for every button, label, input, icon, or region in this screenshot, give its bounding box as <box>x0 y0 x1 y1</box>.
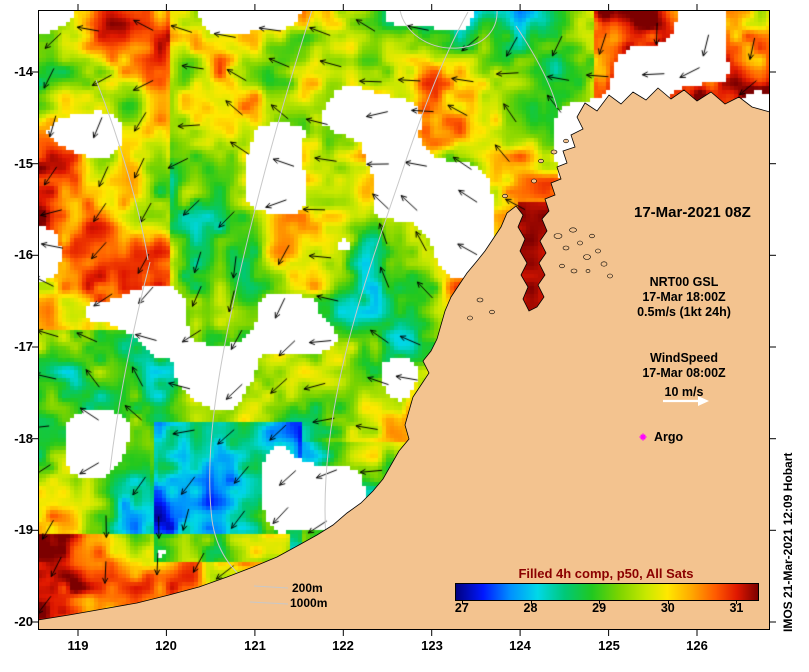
wind-legend: WindSpeed 17-Mar 08:00Z 10 m/s <box>610 351 758 400</box>
datetime-label: 17-Mar-2021 08Z <box>634 204 751 221</box>
wind-legend-title: WindSpeed <box>650 351 718 365</box>
y-axis-tick-label: -15 <box>14 156 33 171</box>
x-axis-tick-label: 125 <box>598 638 620 653</box>
colorbar-tick-mark <box>599 600 601 604</box>
y-axis-tick-label: -17 <box>14 339 33 354</box>
island <box>563 138 569 144</box>
gsl-legend-scale: 0.5m/s (1kt 24h) <box>637 305 731 319</box>
island <box>562 245 570 251</box>
y-axis-tick-label: -19 <box>14 522 33 537</box>
colorbar-tick-label: 31 <box>729 601 744 615</box>
coastal-islands <box>467 138 613 321</box>
colorbar-tick-label: 28 <box>523 601 538 615</box>
wind-reference-arrow <box>663 396 709 406</box>
island <box>589 233 595 239</box>
argo-marker-stroke <box>640 434 646 440</box>
depth-200m-label: 200m <box>292 581 323 595</box>
gsl-legend: NRT00 GSL 17-Mar 18:00Z 0.5m/s (1kt 24h) <box>610 275 758 320</box>
depth-200m-sample-line <box>253 585 289 589</box>
x-axis-tick-label: 120 <box>155 638 177 653</box>
colorbar-tick-mark <box>667 600 669 604</box>
island <box>600 261 608 267</box>
land-mass <box>38 87 770 630</box>
colorbar <box>455 583 759 601</box>
island <box>553 233 563 239</box>
colorbar-tick-mark <box>461 600 463 604</box>
colorbar-title: Filled 4h comp, p50, All Sats <box>518 566 694 581</box>
y-axis-tick-label: -16 <box>14 247 33 262</box>
gsl-legend-title: NRT00 GSL <box>649 275 719 289</box>
y-axis-tick-label: -20 <box>14 614 33 629</box>
argo-float-marker <box>639 433 647 441</box>
colorbar-tick-label: 29 <box>592 601 607 615</box>
argo-label: Argo <box>654 430 684 444</box>
island <box>607 273 613 279</box>
island <box>550 149 558 155</box>
island <box>583 254 591 260</box>
x-axis-tick-label: 119 <box>67 638 89 653</box>
colorbar-tick-mark <box>736 600 738 604</box>
island <box>531 178 537 184</box>
colorbar-tick-mark <box>530 600 532 604</box>
x-axis-tick-label: 121 <box>244 638 266 653</box>
x-axis-tick-label: 122 <box>332 638 354 653</box>
island <box>489 309 495 315</box>
gsl-legend-time: 17-Mar 18:00Z <box>642 290 726 304</box>
plot-border <box>38 10 770 630</box>
colorbar-tick-label: 27 <box>454 601 469 615</box>
depth-1000m-label: 1000m <box>290 596 328 610</box>
x-axis-tick-label: 126 <box>686 638 708 653</box>
credit-text: IMOS 21-Mar-2021 12:09 Hobart <box>781 452 795 632</box>
axis-tick-marks <box>32 4 776 636</box>
island <box>577 240 583 246</box>
wind-legend-scale: 10 m/s <box>664 385 704 399</box>
y-axis-tick-label: -18 <box>14 431 33 446</box>
colorbar-tick-label: 30 <box>660 601 675 615</box>
island <box>538 158 544 164</box>
island <box>559 263 565 269</box>
island <box>585 269 591 273</box>
island <box>476 297 484 303</box>
x-axis-tick-label: 124 <box>509 638 531 653</box>
wind-legend-time: 17-Mar 08:00Z <box>642 366 726 380</box>
island <box>502 193 508 199</box>
depth-1000m-sample-line <box>249 601 289 605</box>
island <box>570 268 578 274</box>
y-axis-tick-label: -14 <box>14 64 33 79</box>
island <box>595 248 601 254</box>
x-axis-tick-label: 123 <box>421 638 443 653</box>
island <box>467 315 473 321</box>
island <box>569 227 577 233</box>
